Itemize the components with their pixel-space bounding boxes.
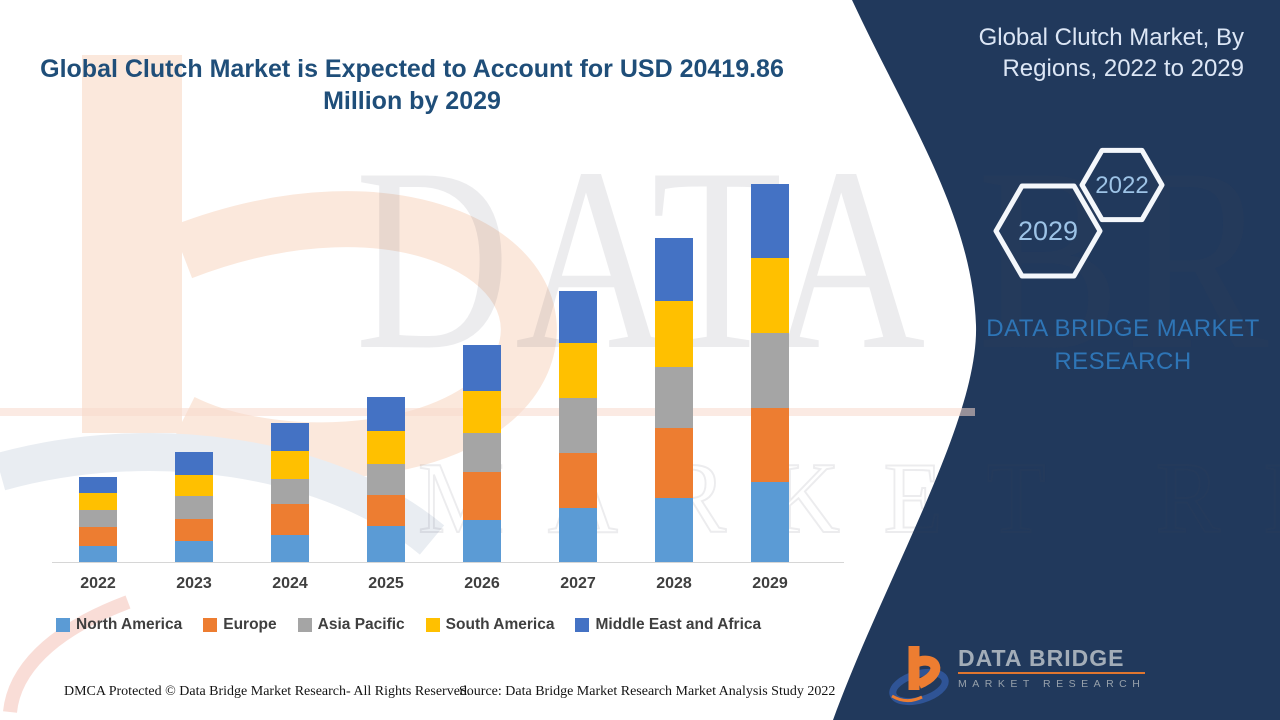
hexagon-2029-label: 2029 bbox=[1018, 216, 1078, 246]
year-hexagons: 2022 2029 bbox=[993, 147, 1165, 279]
bar-2029 bbox=[751, 184, 789, 562]
legend-item-south-america: South America bbox=[425, 616, 555, 634]
x-axis-line bbox=[52, 562, 844, 563]
bar-2026 bbox=[463, 345, 501, 562]
hexagon-2022-label: 2022 bbox=[1095, 172, 1148, 199]
legend-swatch bbox=[425, 618, 440, 632]
bar-2025 bbox=[367, 397, 405, 562]
legend-swatch bbox=[56, 618, 70, 632]
segment-2023-south-america bbox=[175, 475, 213, 496]
segment-2028-south-america bbox=[655, 301, 693, 367]
x-axis-label-2027: 2027 bbox=[560, 575, 596, 592]
segment-2027-europe bbox=[559, 453, 597, 508]
x-axis-label-2022: 2022 bbox=[80, 575, 116, 592]
x-axis-label-2023: 2023 bbox=[176, 575, 212, 592]
bar-2028 bbox=[655, 238, 693, 562]
company-logo-name: DATA BRIDGE bbox=[958, 646, 1146, 674]
side-panel-title-line2: Regions, 2022 to 2029 bbox=[1002, 55, 1244, 82]
logo-orange-tail bbox=[891, 694, 923, 703]
side-panel-title-line1: Global Clutch Market, By bbox=[978, 24, 1244, 51]
segment-2027-south-america bbox=[559, 343, 597, 398]
hexagon-2022 bbox=[1079, 147, 1165, 223]
legend-item-europe: Europe bbox=[203, 616, 277, 634]
segment-2028-north-america bbox=[655, 498, 693, 562]
source-note: Source: Data Bridge Market Research Mark… bbox=[459, 684, 836, 699]
legend-label: North America bbox=[76, 616, 183, 633]
segment-2025-europe bbox=[367, 495, 405, 526]
x-axis-label-2026: 2026 bbox=[464, 575, 500, 592]
brand-wordmark-line2: RESEARCH bbox=[1054, 348, 1192, 375]
segment-2027-asia-pacific bbox=[559, 398, 597, 453]
bar-2022 bbox=[79, 477, 117, 562]
legend-label: Middle East and Africa bbox=[595, 616, 762, 633]
legend-item-middle-east-and-africa: Middle East and Africa bbox=[575, 616, 761, 634]
side-panel-shape bbox=[833, 0, 1280, 720]
company-logo: DATA BRIDGE MARKET RESEARCH bbox=[888, 638, 1146, 710]
segment-2024-south-america bbox=[271, 451, 309, 479]
x-axis-label-2028: 2028 bbox=[656, 575, 692, 592]
side-panel-title: Global Clutch Market, By Regions, 2022 t… bbox=[914, 22, 1244, 84]
segment-2029-asia-pacific bbox=[751, 333, 789, 408]
legend-swatch bbox=[575, 618, 590, 632]
segment-2026-middle-east-and-africa bbox=[463, 345, 501, 391]
x-axis-label-2025: 2025 bbox=[368, 575, 404, 592]
legend-label: South America bbox=[445, 616, 555, 633]
dmca-notice: DMCA Protected © Data Bridge Market Rese… bbox=[64, 684, 471, 699]
legend-label: Asia Pacific bbox=[317, 616, 405, 633]
legend-item-asia-pacific: Asia Pacific bbox=[297, 616, 405, 634]
hexagon-2029 bbox=[993, 183, 1103, 279]
segment-2023-middle-east-and-africa bbox=[175, 452, 213, 475]
brand-wordmark: DATA BRIDGE MARKET RESEARCH bbox=[985, 312, 1261, 378]
chart-legend: North America Europe Asia Pacific South Ame… bbox=[56, 616, 761, 634]
segment-2024-north-america bbox=[271, 535, 309, 562]
segment-2025-south-america bbox=[367, 431, 405, 464]
segment-2029-north-america bbox=[751, 482, 789, 562]
company-logo-tagline: MARKET RESEARCH bbox=[958, 678, 1146, 690]
segment-2022-south-america bbox=[79, 493, 117, 510]
company-logo-text: DATA BRIDGE MARKET RESEARCH bbox=[958, 646, 1146, 690]
chart-headline-line2: Million by 2029 bbox=[323, 87, 501, 115]
segment-2022-europe bbox=[79, 527, 117, 546]
segment-2026-north-america bbox=[463, 520, 501, 562]
segment-2022-north-america bbox=[79, 546, 117, 562]
legend-label: Europe bbox=[223, 616, 277, 633]
segment-2022-middle-east-and-africa bbox=[79, 477, 117, 493]
logo-b-bowl bbox=[913, 655, 941, 689]
segment-2023-europe bbox=[175, 519, 213, 541]
segment-2023-asia-pacific bbox=[175, 496, 213, 519]
segment-2026-south-america bbox=[463, 391, 501, 433]
segment-2024-middle-east-and-africa bbox=[271, 423, 309, 451]
x-axis-label-2024: 2024 bbox=[272, 575, 308, 592]
legend-item-north-america: North America bbox=[56, 616, 182, 634]
segment-2025-asia-pacific bbox=[367, 464, 405, 495]
company-logo-icon bbox=[889, 646, 949, 706]
segment-2026-asia-pacific bbox=[463, 433, 501, 472]
segment-2028-asia-pacific bbox=[655, 367, 693, 428]
x-axis-label-2029: 2029 bbox=[752, 575, 788, 592]
segment-2029-middle-east-and-africa bbox=[751, 184, 789, 258]
segment-2024-europe bbox=[271, 504, 309, 535]
segment-2026-europe bbox=[463, 472, 501, 520]
segment-2023-north-america bbox=[175, 541, 213, 562]
bar-2023 bbox=[175, 452, 213, 562]
segment-2029-south-america bbox=[751, 258, 789, 333]
segment-2028-middle-east-and-africa bbox=[655, 238, 693, 301]
segment-2022-asia-pacific bbox=[79, 510, 117, 527]
bar-2027 bbox=[559, 291, 597, 562]
legend-swatch bbox=[297, 618, 312, 632]
bar-2024 bbox=[271, 423, 309, 562]
segment-2025-north-america bbox=[367, 526, 405, 562]
segment-2024-asia-pacific bbox=[271, 479, 309, 504]
brand-wordmark-line1: DATA BRIDGE MARKET bbox=[986, 315, 1260, 342]
segment-2025-middle-east-and-africa bbox=[367, 397, 405, 431]
segment-2029-europe bbox=[751, 408, 789, 482]
segment-2028-europe bbox=[655, 428, 693, 498]
segment-2027-north-america bbox=[559, 508, 597, 562]
legend-swatch bbox=[203, 618, 218, 632]
segment-2027-middle-east-and-africa bbox=[559, 291, 597, 343]
